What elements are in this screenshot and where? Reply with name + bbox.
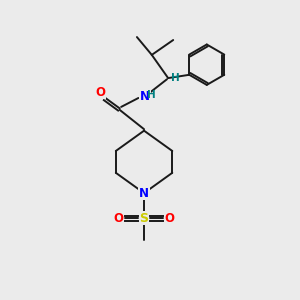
Text: H: H xyxy=(172,73,180,83)
Text: N: N xyxy=(140,90,150,103)
Text: H: H xyxy=(147,90,156,100)
Text: O: O xyxy=(164,212,174,225)
Text: N: N xyxy=(139,187,149,200)
Text: O: O xyxy=(95,85,105,98)
Text: S: S xyxy=(140,212,148,225)
Text: O: O xyxy=(114,212,124,225)
